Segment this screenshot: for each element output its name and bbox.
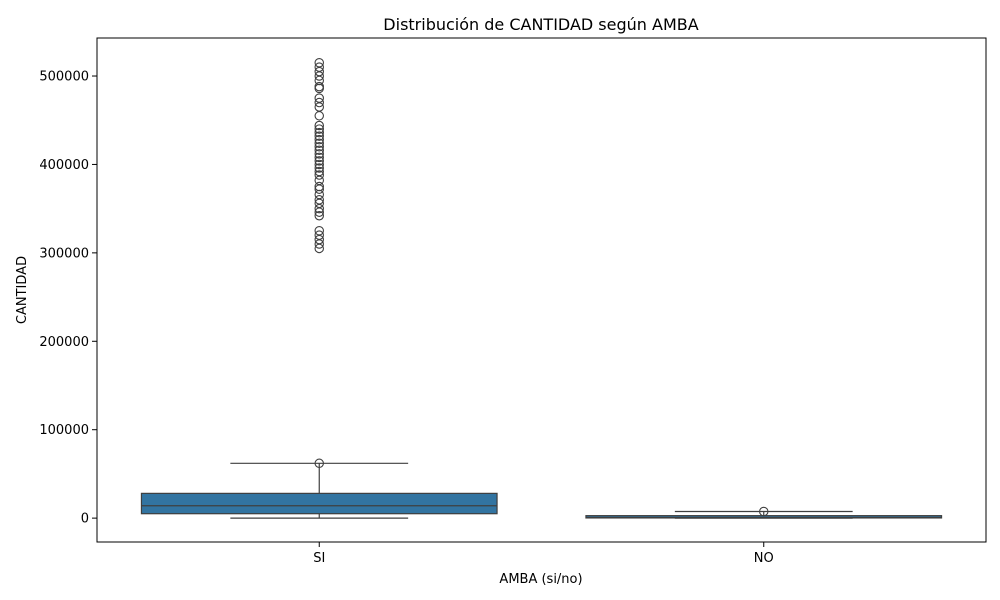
x-tick-label: SI [313,551,325,566]
outlier-point [314,230,324,240]
outlier-point [314,156,324,166]
outlier-point [314,58,324,68]
outlier-point [314,145,324,156]
outlier-point [314,458,324,469]
y-tick-label: 100000 [39,423,89,438]
outlier-point [314,226,324,236]
outlier-point [314,93,324,103]
outlier-point [314,163,324,173]
y-tick-label: 500000 [39,70,89,85]
outlier-point [314,149,324,159]
box-no [585,506,943,519]
y-tick-label: 200000 [39,335,89,350]
x-axis-label: AMBA (si/no) [499,572,582,587]
outlier-point [314,81,324,92]
outlier-point [314,142,324,152]
boxes-layer [140,58,943,519]
outlier-point [758,506,769,517]
plot-frame [96,37,987,543]
chart-title: Distribución de CANTIDAD según AMBA [383,15,698,34]
outlier-point [314,210,324,221]
y-axis-label: CANTIDAD [15,256,30,324]
outlier-point [314,62,324,72]
outlier-point [314,124,324,134]
outlier-point [314,131,324,141]
outlier-point [314,159,324,170]
y-axis: 0 100000 200000 300000 400000 500000 [39,70,97,527]
x-tick-label: NO [754,551,774,566]
x-axis: SI NO [313,542,774,566]
y-tick-label: 0 [81,512,89,527]
y-tick-label: 400000 [39,158,89,173]
outlier-point [314,181,324,192]
outlier-point [314,166,324,177]
outlier-point [314,170,324,180]
outlier-point [314,195,324,205]
outlier-point [314,152,324,163]
y-tick-label: 300000 [39,246,89,261]
outlier-point [314,138,324,148]
outlier-point [314,134,324,145]
outlier-point [314,127,324,138]
outlier-point [314,120,324,131]
box-si [140,58,498,519]
outlier-point [314,111,324,121]
outlier-point [314,97,324,108]
box-body [140,492,498,515]
